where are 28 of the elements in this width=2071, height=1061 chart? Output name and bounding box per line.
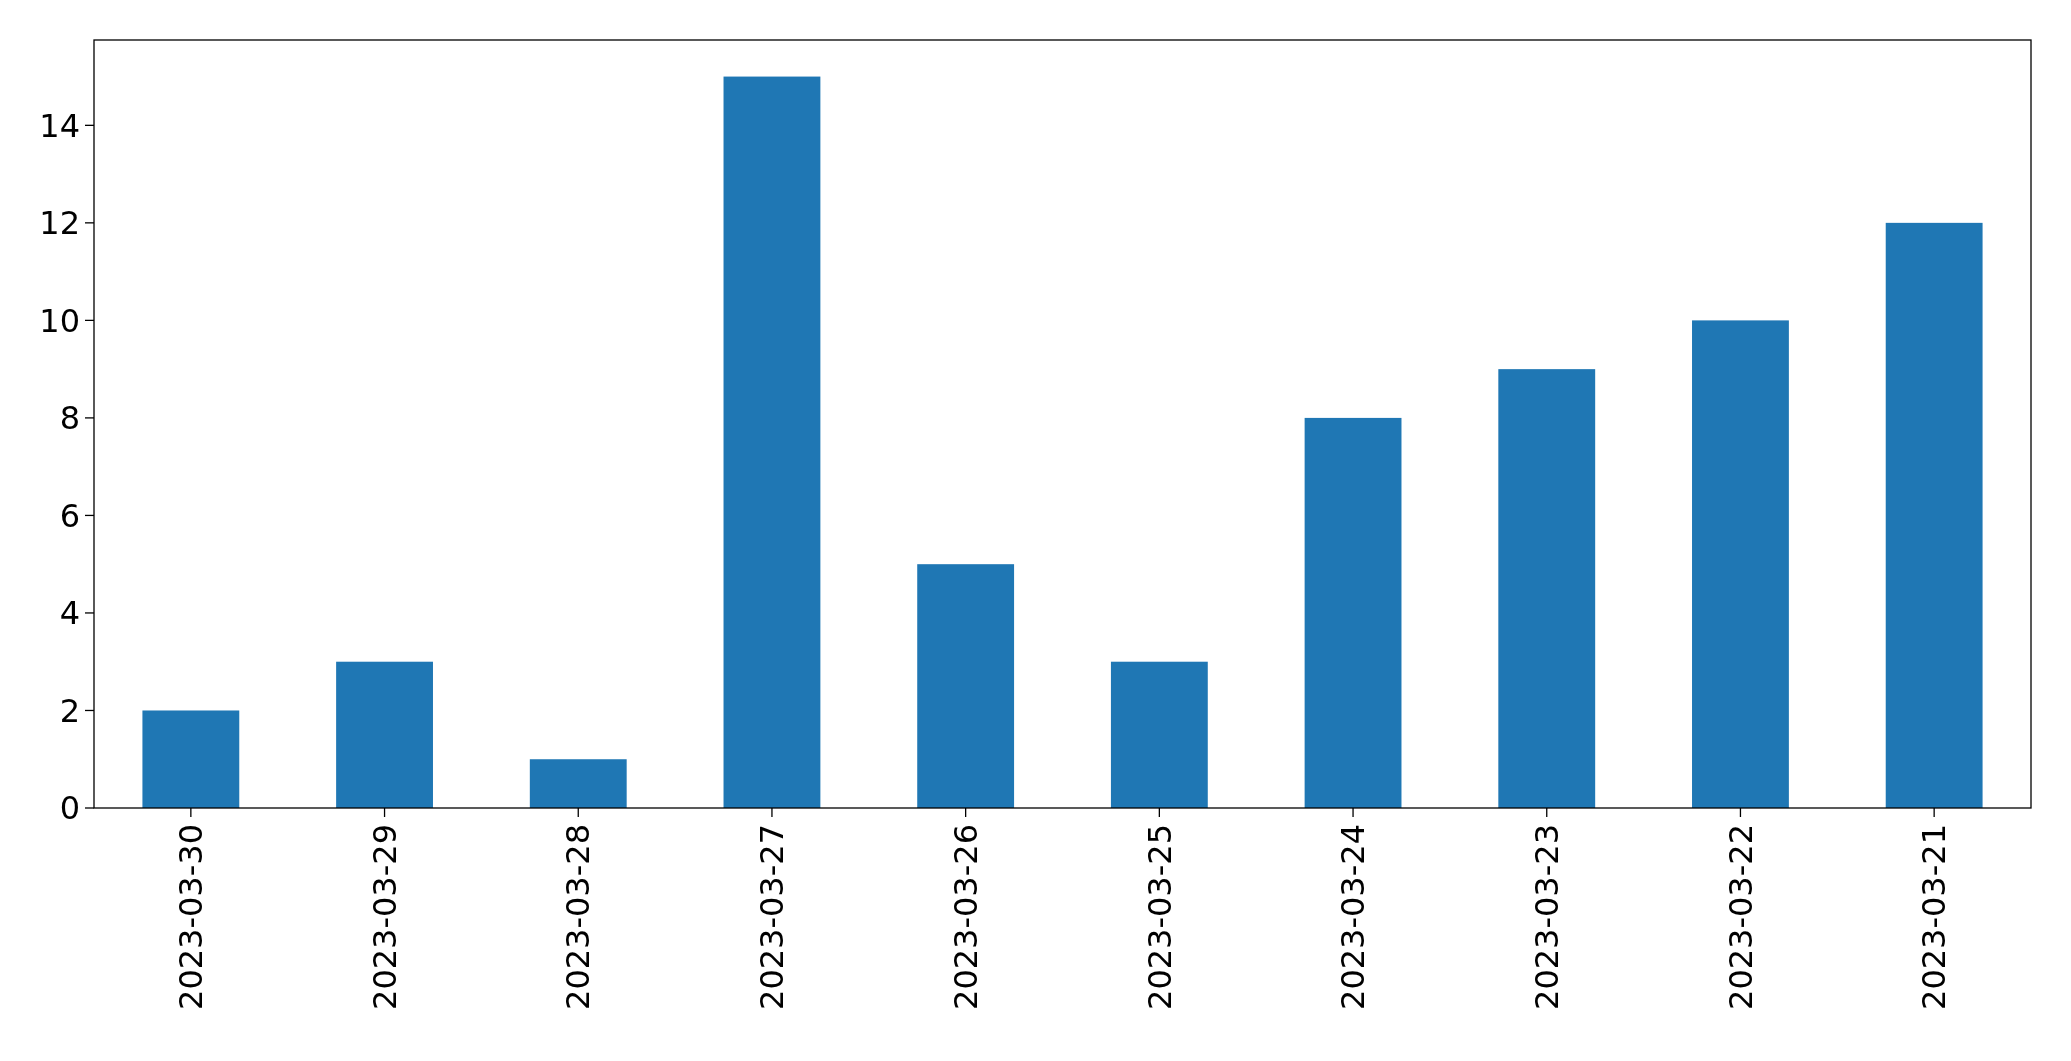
x-tick-label: 2023-03-23 — [1527, 824, 1566, 1010]
bar — [336, 661, 433, 808]
x-tick-label: 2023-03-25 — [1140, 824, 1179, 1010]
y-tick-label: 14 — [39, 106, 80, 145]
x-tick-label: 2023-03-30 — [172, 824, 211, 1010]
x-tick-label: 2023-03-21 — [1915, 824, 1954, 1010]
x-tick-label: 2023-03-28 — [559, 824, 598, 1010]
bar — [529, 759, 627, 808]
x-tick-label: 2023-03-27 — [753, 824, 792, 1010]
y-tick-label: 6 — [59, 496, 80, 535]
x-tick-label: 2023-03-26 — [946, 824, 985, 1010]
bar — [1692, 320, 1789, 808]
x-tick-label: 2023-03-29 — [365, 824, 404, 1010]
x-tick-label: 2023-03-24 — [1334, 824, 1373, 1010]
y-tick-label: 0 — [59, 789, 80, 828]
bar — [917, 564, 1015, 808]
bar — [1885, 222, 1983, 808]
y-tick-label: 2 — [59, 691, 80, 730]
y-tick-label: 4 — [59, 594, 80, 633]
x-tick-label: 2023-03-22 — [1721, 824, 1760, 1010]
y-tick-label: 10 — [39, 301, 80, 340]
bar — [142, 710, 240, 808]
y-tick-label: 12 — [39, 204, 80, 243]
bar — [1498, 369, 1596, 808]
y-tick-label: 8 — [59, 399, 80, 438]
bar — [1304, 417, 1402, 808]
bar — [1110, 661, 1208, 808]
bar — [723, 76, 821, 808]
